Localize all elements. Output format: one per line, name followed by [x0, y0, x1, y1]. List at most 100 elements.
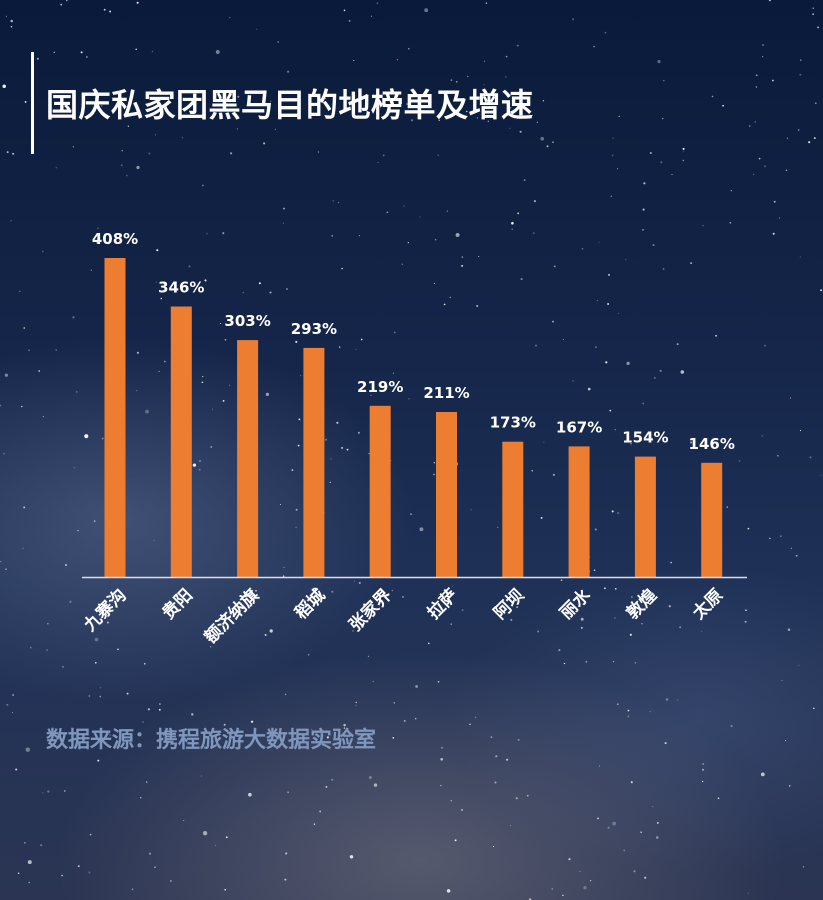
star — [158, 747, 160, 749]
star — [487, 120, 489, 122]
star — [611, 510, 614, 513]
star — [209, 646, 212, 648]
star — [649, 152, 652, 154]
star — [66, 0, 68, 2]
star — [95, 662, 97, 664]
star — [690, 262, 693, 265]
star — [248, 792, 252, 797]
data-source-note: 数据来源：携程旅游大数据实验室 — [46, 728, 377, 753]
value-label-3: 303% — [224, 312, 270, 330]
star — [652, 244, 655, 247]
star — [730, 190, 733, 192]
value-label-6: 211% — [423, 384, 469, 402]
star — [236, 128, 238, 130]
star — [603, 587, 606, 590]
star — [386, 211, 389, 214]
star — [183, 819, 185, 821]
star — [256, 28, 258, 30]
star — [109, 734, 111, 736]
star — [679, 626, 681, 628]
star — [202, 831, 208, 836]
star — [59, 738, 62, 741]
star — [540, 136, 545, 141]
star — [594, 346, 597, 349]
star — [414, 717, 417, 720]
star — [702, 763, 705, 765]
star — [558, 649, 561, 652]
star — [483, 60, 486, 63]
star — [450, 799, 453, 802]
bar-4 — [303, 347, 325, 577]
star — [519, 130, 522, 133]
star — [572, 380, 574, 382]
star — [761, 435, 763, 437]
star — [42, 250, 44, 253]
star — [470, 509, 472, 511]
star — [729, 222, 732, 224]
star — [358, 581, 361, 585]
star — [355, 348, 357, 350]
star — [325, 785, 328, 788]
star — [682, 151, 685, 153]
star — [5, 568, 7, 570]
star — [85, 56, 88, 58]
star — [449, 296, 451, 298]
star — [346, 448, 349, 451]
star — [120, 164, 123, 167]
star — [730, 725, 733, 728]
star — [160, 297, 163, 300]
star — [47, 623, 49, 625]
star — [300, 375, 302, 377]
star — [393, 331, 396, 334]
star — [121, 150, 123, 152]
star — [60, 3, 63, 6]
star — [536, 121, 538, 124]
star — [99, 695, 102, 698]
star — [373, 783, 378, 787]
star — [797, 129, 800, 131]
star — [282, 575, 285, 577]
star — [626, 361, 630, 366]
star — [760, 772, 765, 777]
category-label-3: 额济纳旗 — [200, 585, 263, 648]
star — [552, 473, 556, 476]
star — [224, 888, 226, 891]
star — [368, 452, 370, 455]
star — [410, 119, 414, 122]
star — [85, 617, 87, 620]
star — [543, 441, 545, 443]
star — [188, 265, 191, 268]
star — [191, 713, 194, 716]
star — [219, 322, 222, 325]
star — [22, 547, 24, 549]
star — [317, 151, 319, 153]
star — [148, 152, 151, 155]
star — [715, 334, 717, 337]
star — [225, 836, 228, 839]
star — [533, 200, 536, 203]
star — [659, 369, 662, 372]
star — [511, 228, 513, 230]
star — [258, 282, 261, 285]
star — [563, 662, 566, 665]
star — [433, 462, 435, 464]
star — [73, 467, 76, 469]
star — [755, 86, 758, 88]
star — [623, 849, 625, 852]
star — [210, 446, 213, 448]
star — [701, 768, 705, 771]
star — [790, 547, 793, 549]
star — [408, 397, 410, 400]
star — [291, 469, 294, 471]
star — [201, 375, 204, 378]
star — [222, 399, 225, 402]
bars-group — [104, 258, 723, 577]
star — [747, 892, 749, 894]
star — [12, 694, 14, 696]
star — [282, 222, 285, 224]
star — [331, 590, 334, 593]
star — [270, 100, 272, 103]
star — [598, 241, 600, 243]
star — [607, 302, 610, 306]
